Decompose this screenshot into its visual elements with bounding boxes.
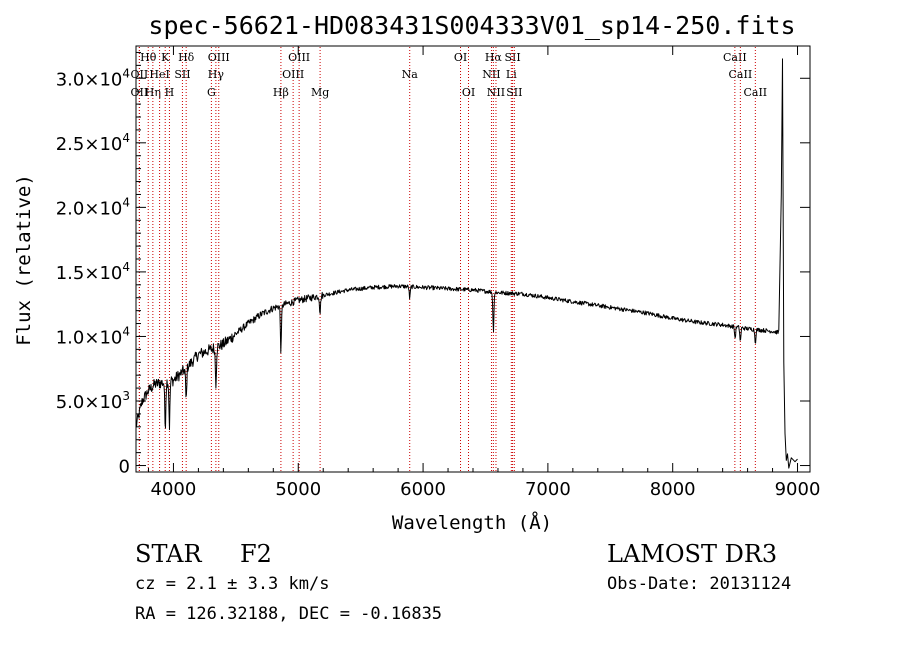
y-tick-mantissa: 3.0×10 — [56, 69, 123, 90]
marker-label: OII — [131, 86, 149, 99]
marker-label: Hδ — [178, 51, 195, 64]
y-axis: 05.0×1031.0×1041.5×1042.0×1042.5×1043.0×… — [56, 51, 810, 478]
object-class: STAR — [135, 540, 202, 568]
marker-label: Hη — [145, 86, 161, 99]
spectrum-line — [135, 58, 798, 469]
marker-label: Li — [506, 68, 517, 81]
y-tick-label: 0 — [119, 457, 130, 478]
marker-label: H — [165, 86, 175, 99]
y-tick-label: 1.5×104 — [56, 260, 130, 284]
y-tick-exponent: 3 — [122, 389, 130, 403]
marker-label: OI — [454, 51, 467, 64]
survey-name: LAMOST DR3 — [607, 540, 778, 568]
x-tick-label: 8000 — [650, 479, 696, 500]
spectrum-plot: spec-56621-HD083431S004333V01_sp14-250.f… — [13, 11, 821, 534]
y-tick-mantissa: 5.0×10 — [56, 392, 123, 413]
spectrum-series — [135, 58, 798, 469]
y-tick-mantissa: 2.5×10 — [56, 134, 123, 155]
obs-date: Obs-Date: 20131124 — [607, 574, 792, 594]
y-tick-label: 5.0×103 — [56, 389, 130, 413]
marker-label: OIII — [288, 51, 310, 64]
y-tick-mantissa: 1.0×10 — [56, 327, 123, 348]
x-tick-label: 7000 — [525, 479, 571, 500]
y-tick-label: 1.0×104 — [56, 324, 130, 348]
plot-frame — [135, 45, 811, 473]
coordinates: RA = 126.32188, DEC = -0.16835 — [135, 604, 443, 624]
y-tick-exponent: 4 — [122, 324, 130, 338]
marker-label: OIII — [208, 51, 230, 64]
marker-label: G — [207, 86, 216, 99]
y-tick-mantissa: 0 — [119, 457, 130, 478]
marker-label: OIII — [282, 68, 304, 81]
chart-title: spec-56621-HD083431S004333V01_sp14-250.f… — [148, 11, 795, 40]
marker-label: SII — [506, 86, 522, 99]
x-tick-label: 5000 — [275, 479, 321, 500]
marker-label: SII — [174, 68, 190, 81]
y-tick-exponent: 4 — [122, 66, 130, 80]
x-axis: 4000 5000 6000 7000 8000 9000 — [147, 46, 821, 500]
subclass: F2 — [240, 540, 272, 568]
y-tick-mantissa: 1.5×10 — [56, 263, 123, 284]
y-tick-exponent: 4 — [122, 195, 130, 209]
marker-label: Hγ — [208, 68, 225, 81]
y-tick-label: 2.0×104 — [56, 195, 130, 219]
redshift-text: cz = 2.1 ± 3.3 km/s — [135, 574, 330, 594]
y-axis-label: Flux (relative) — [13, 174, 35, 346]
marker-label: Hβ — [273, 86, 289, 99]
marker-label: HeI — [149, 68, 169, 81]
marker-label: Hα — [485, 51, 503, 64]
marker-label: K — [161, 51, 170, 64]
x-tick-label: 4000 — [151, 479, 197, 500]
line-markers: HθOIIOIIHηHeIKHSIIHδGHγOIIIHβOIIIOIIIMgN… — [131, 47, 767, 471]
y-tick-label: 3.0×104 — [56, 66, 130, 90]
marker-label: NII — [487, 86, 505, 99]
x-axis-label: Wavelength (Å) — [392, 511, 552, 534]
marker-label: Mg — [311, 86, 329, 99]
y-tick-exponent: 4 — [122, 260, 130, 274]
y-tick-label: 2.5×104 — [56, 131, 130, 155]
marker-label: CaII — [743, 86, 767, 99]
marker-label: CaII — [723, 51, 747, 64]
y-tick-exponent: 4 — [122, 131, 130, 145]
x-tick-label: 9000 — [775, 479, 821, 500]
y-tick-mantissa: 2.0×10 — [56, 198, 123, 219]
marker-label: CaII — [729, 68, 753, 81]
marker-label: SII — [504, 51, 520, 64]
marker-label: Hθ — [140, 51, 157, 64]
marker-label: NII — [482, 68, 500, 81]
x-tick-label: 6000 — [400, 479, 446, 500]
marker-label: OI — [462, 86, 475, 99]
marker-label: Na — [402, 68, 419, 81]
